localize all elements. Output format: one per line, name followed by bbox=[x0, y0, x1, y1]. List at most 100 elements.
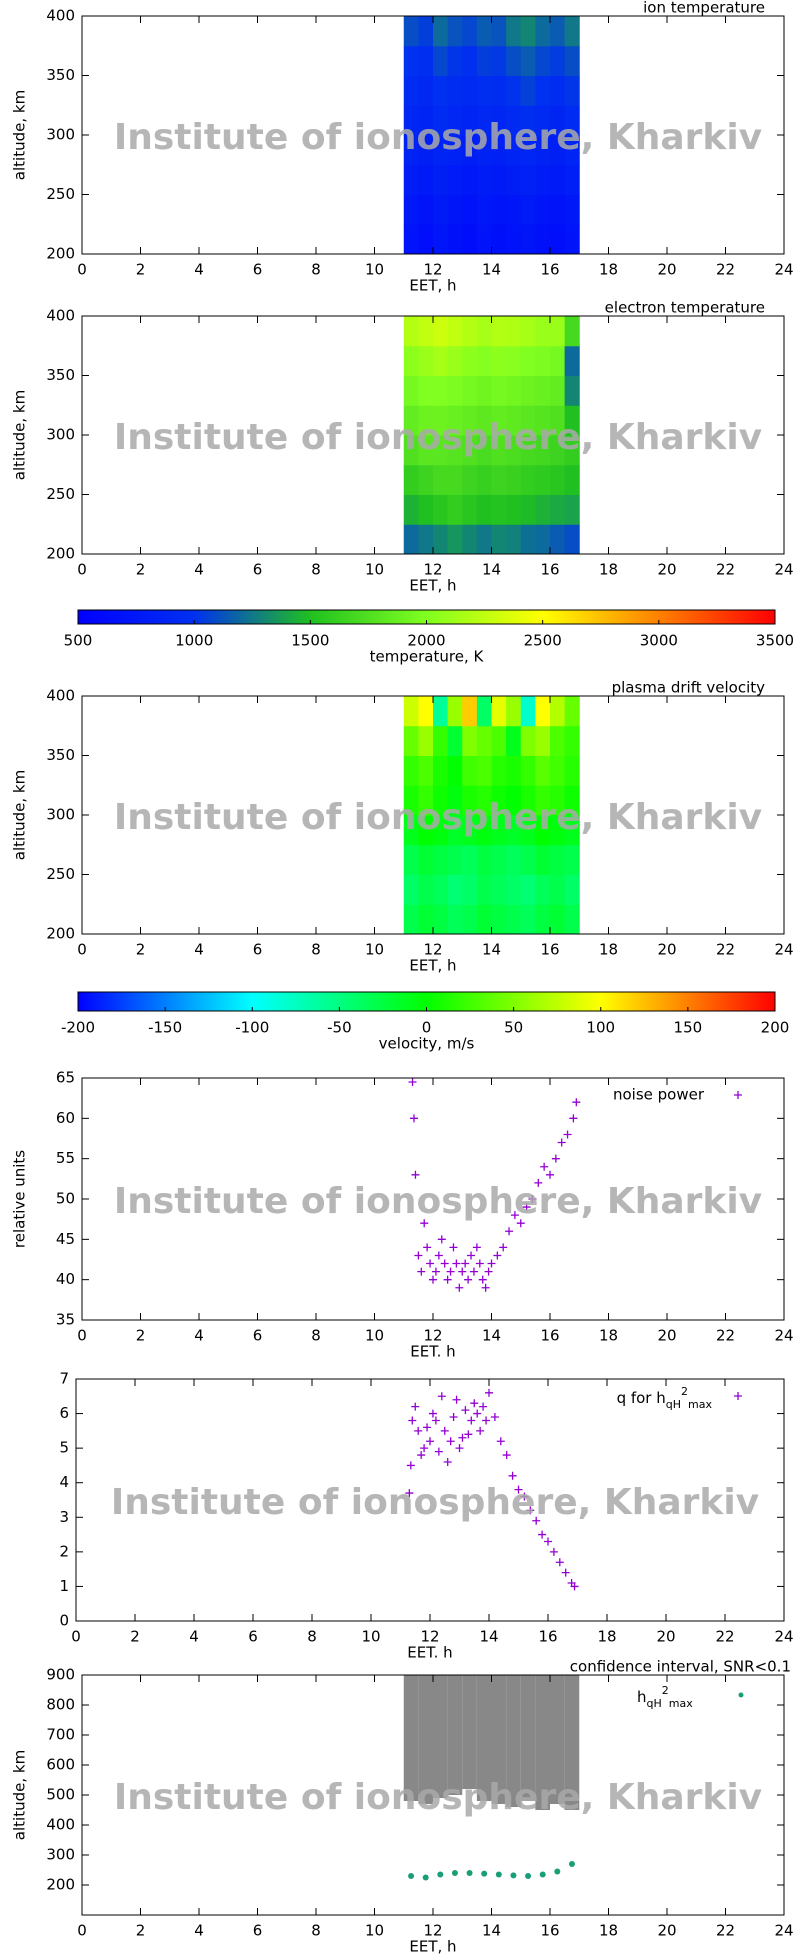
heatmap-cell bbox=[550, 164, 566, 195]
y-tick-label: 6 bbox=[59, 1404, 69, 1422]
heatmap-cell bbox=[462, 524, 478, 555]
y-tick-label: 300 bbox=[46, 1846, 75, 1864]
x-tick-label: 0 bbox=[77, 561, 87, 579]
y-tick-label: 800 bbox=[46, 1696, 75, 1714]
x-tick-label: 0 bbox=[77, 1327, 87, 1345]
point bbox=[508, 1471, 517, 1480]
x-tick-label: 4 bbox=[194, 261, 204, 279]
heatmap-cell bbox=[433, 75, 449, 106]
x-tick-label: 4 bbox=[194, 1922, 204, 1940]
heatmap-cell bbox=[447, 494, 463, 525]
point bbox=[467, 1251, 476, 1260]
heatmap-cell bbox=[564, 375, 580, 406]
x-axis-label: EET, h bbox=[409, 277, 456, 295]
point bbox=[470, 1399, 479, 1408]
point bbox=[525, 1873, 532, 1879]
legend-marker bbox=[734, 1091, 742, 1099]
heatmap-cell bbox=[535, 75, 551, 106]
heatmap-cell bbox=[418, 16, 434, 47]
x-tick-label: 8 bbox=[311, 1327, 321, 1345]
watermark: Institute of ionosphere, Kharkiv bbox=[114, 1181, 762, 1222]
heatmap-cell bbox=[520, 75, 536, 106]
heatmap-cell bbox=[403, 494, 419, 525]
point bbox=[458, 1433, 467, 1442]
heatmap-cell bbox=[418, 725, 434, 756]
heatmap-cell bbox=[506, 844, 522, 875]
x-tick-label: 2 bbox=[136, 561, 146, 579]
heatmap-cell bbox=[564, 844, 580, 875]
colorbar-tick-label: -50 bbox=[327, 1019, 352, 1037]
heatmap-cell bbox=[447, 524, 463, 555]
chart-title: confidence interval, SNR<0.1 bbox=[570, 1658, 791, 1676]
heatmap-cell bbox=[550, 345, 566, 376]
heatmap-cell bbox=[550, 696, 566, 727]
point bbox=[443, 1457, 452, 1466]
point bbox=[505, 1227, 514, 1236]
point bbox=[437, 1871, 444, 1878]
heatmap-cell bbox=[491, 696, 507, 727]
y-tick-label: 45 bbox=[56, 1230, 75, 1248]
point bbox=[479, 1402, 488, 1411]
heatmap-cell bbox=[433, 464, 449, 495]
heatmap-cell bbox=[462, 164, 478, 195]
heatmap-cell bbox=[564, 16, 580, 47]
y-tick-label: 400 bbox=[46, 687, 75, 705]
point bbox=[490, 1413, 499, 1422]
heatmap-cell bbox=[447, 194, 463, 225]
y-tick-label: 1 bbox=[59, 1577, 69, 1595]
x-tick-label: 0 bbox=[71, 1628, 81, 1646]
y-tick-label: 60 bbox=[56, 1109, 75, 1127]
heatmap-cell bbox=[462, 464, 478, 495]
y-tick-label: 250 bbox=[46, 185, 75, 203]
heatmap-cell bbox=[535, 45, 551, 76]
heatmap-cell bbox=[476, 405, 492, 436]
heatmap-cell bbox=[433, 696, 449, 727]
heatmap-cell bbox=[403, 375, 419, 406]
heatmap-cell bbox=[564, 316, 580, 347]
heatmap-cell bbox=[433, 725, 449, 756]
chart-title: plasma drift velocity bbox=[612, 679, 766, 697]
heatmap-cell bbox=[462, 316, 478, 347]
heatmap-cell bbox=[550, 105, 566, 136]
point bbox=[481, 1283, 490, 1292]
heatmap-cell bbox=[418, 874, 434, 905]
heatmap-cell bbox=[418, 224, 434, 255]
point bbox=[516, 1219, 525, 1228]
y-tick-label: 300 bbox=[46, 806, 75, 824]
confidence-bar bbox=[520, 1675, 536, 1801]
y-axis-label: altitude, km bbox=[11, 1750, 29, 1840]
heatmap-cell bbox=[520, 815, 536, 846]
legend-part: max bbox=[669, 1697, 693, 1710]
point bbox=[411, 1170, 420, 1179]
colorbar-tick-label: 150 bbox=[674, 1019, 703, 1037]
heatmap-cell bbox=[564, 435, 580, 466]
watermark: Institute of ionosphere, Kharkiv bbox=[114, 1777, 762, 1818]
point bbox=[510, 1872, 517, 1879]
heatmap-cell bbox=[447, 135, 463, 166]
heatmap-cell bbox=[491, 194, 507, 225]
point bbox=[570, 1582, 579, 1591]
colorbar-tick-label: -100 bbox=[235, 1019, 269, 1037]
point bbox=[405, 1489, 414, 1498]
colorbar-tick-label: -200 bbox=[61, 1019, 95, 1037]
heatmap-cell bbox=[491, 844, 507, 875]
x-tick-label: 20 bbox=[657, 561, 676, 579]
y-tick-label: 2 bbox=[59, 1542, 69, 1560]
x-tick-label: 8 bbox=[311, 1922, 321, 1940]
heatmap-cell bbox=[433, 105, 449, 136]
heatmap-cell bbox=[418, 316, 434, 347]
heatmap-cell bbox=[403, 464, 419, 495]
point bbox=[455, 1283, 464, 1292]
point bbox=[464, 1275, 473, 1284]
x-tick-label: 22 bbox=[715, 1628, 734, 1646]
heatmap-cell bbox=[535, 464, 551, 495]
x-tick-label: 4 bbox=[194, 1327, 204, 1345]
point bbox=[440, 1426, 449, 1435]
heatmap-cell bbox=[520, 494, 536, 525]
x-tick-label: 24 bbox=[774, 1628, 793, 1646]
point bbox=[461, 1406, 470, 1415]
heatmap-cell bbox=[418, 785, 434, 816]
heatmap-cell bbox=[535, 345, 551, 376]
heatmap-cell bbox=[447, 874, 463, 905]
